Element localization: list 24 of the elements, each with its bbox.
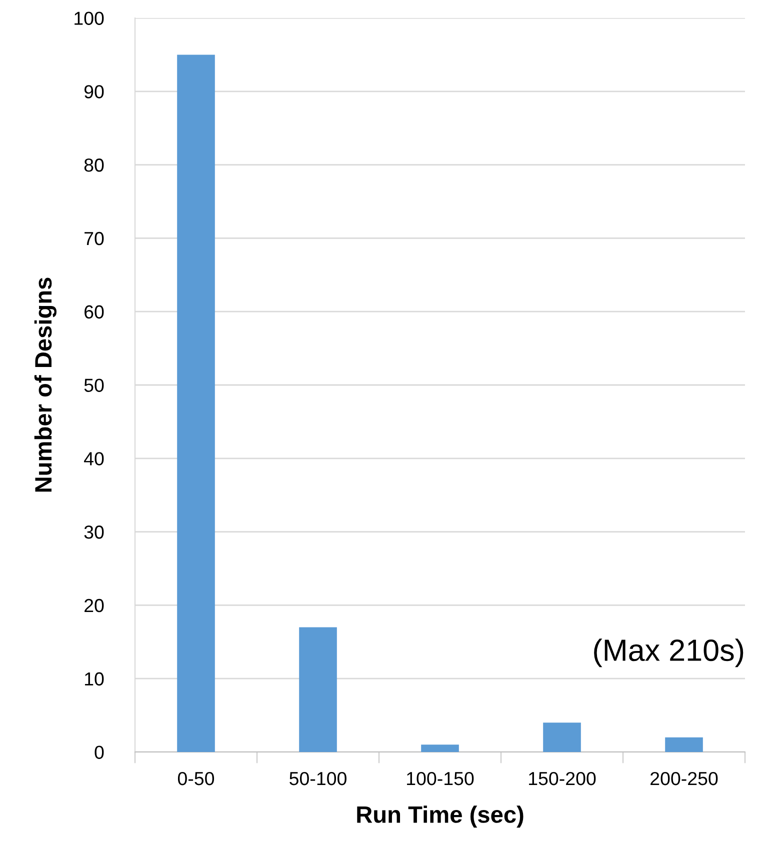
bar [421,744,459,752]
x-tick-label: 50-100 [290,772,346,786]
bar [299,627,337,752]
y-tick-label: 60 [84,305,104,319]
y-tick-label: 90 [84,85,104,98]
x-tick-label: 100-150 [407,772,474,786]
x-tick-label: 150-200 [529,772,596,786]
y-tick-label: 100 [74,12,104,25]
y-tick-label: 50 [84,378,104,392]
bar [177,54,215,752]
annotation: (Max 210s) [594,638,744,668]
bar [665,737,703,752]
y-tick-label: 40 [84,452,104,466]
y-tick-label: 0 [94,746,104,759]
y-tick-label: 30 [84,526,104,539]
x-axis-title: Run Time (sec) [357,806,524,828]
y-tick-label: 70 [84,232,104,246]
x-tick-label: 0-50 [178,772,214,786]
bar [543,722,581,752]
y-axis-title: Number of Designs [34,278,56,492]
x-tick-label: 200-250 [650,772,718,786]
y-tick-label: 10 [85,672,104,686]
y-tick-label: 20 [84,598,104,612]
y-tick-label: 80 [84,158,104,172]
